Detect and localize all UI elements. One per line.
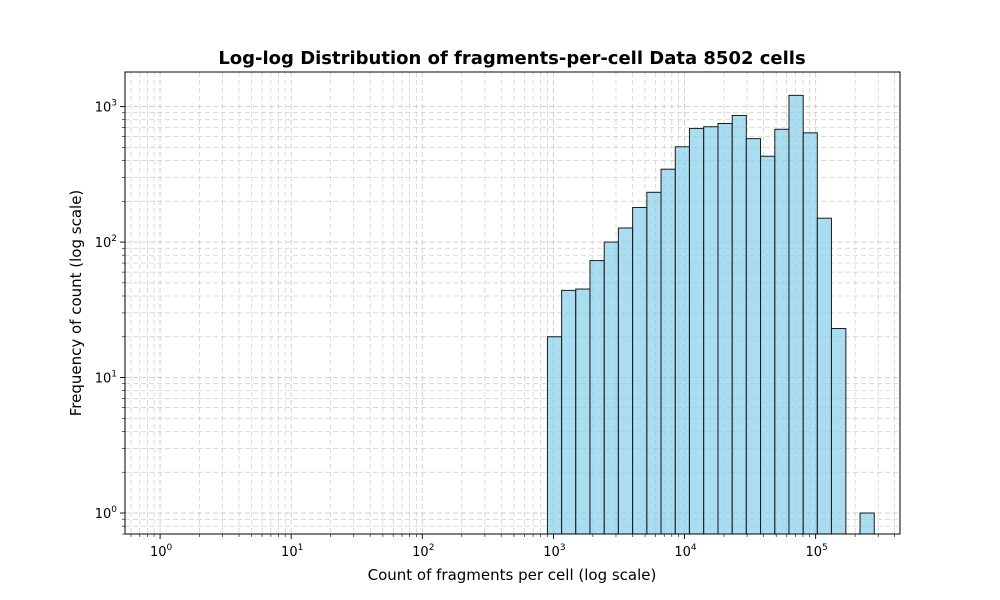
histogram-bar: [575, 288, 591, 535]
histogram-bar: [703, 126, 719, 535]
histogram-bar: [774, 128, 790, 535]
y-axis-label: Frequency of count (log scale): [67, 190, 85, 417]
x-tick-label: 101: [281, 543, 303, 560]
histogram-bar: [760, 155, 776, 535]
plot-frame: [124, 71, 901, 535]
histogram-bar: [561, 289, 577, 535]
y-tick-label: 101: [95, 370, 117, 387]
y-tick-label: 103: [95, 99, 117, 116]
histogram-bar: [802, 132, 818, 535]
y-tick-label: 102: [95, 234, 117, 251]
grid-lines: [125, 72, 900, 535]
histogram-bar: [745, 138, 762, 535]
tick-labels: 100 101 102 103 104 105 100 101 102 103: [95, 99, 828, 560]
histogram-bar: [717, 123, 733, 535]
histogram-bar: [688, 127, 705, 535]
y-tick-label: 100: [95, 505, 118, 522]
x-tick-label: 104: [674, 543, 697, 560]
histogram-bar: [788, 94, 804, 535]
bars-group: [546, 94, 875, 535]
histogram-bar: [830, 328, 847, 535]
histogram-bar: [603, 241, 619, 535]
histogram-bar: [546, 336, 563, 535]
histogram-bar: [660, 168, 676, 535]
histogram-bar: [859, 512, 875, 535]
x-tick-label: 102: [412, 543, 434, 560]
histogram-bar: [674, 146, 690, 535]
histogram-bar: [816, 217, 832, 535]
histogram-bar: [646, 191, 662, 535]
x-tick-label: 103: [543, 543, 565, 560]
histogram-bar: [731, 114, 747, 535]
histogram-bar: [617, 227, 634, 535]
x-tick-label: 105: [805, 543, 827, 560]
histogram-bar: [632, 206, 648, 535]
chart-title: Log-log Distribution of fragments-per-ce…: [218, 48, 805, 69]
x-axis-label: Count of fragments per cell (log scale): [368, 566, 657, 584]
histogram-bar: [589, 260, 605, 535]
axis-ticks: [120, 106, 895, 539]
x-tick-label: 100: [150, 543, 173, 560]
